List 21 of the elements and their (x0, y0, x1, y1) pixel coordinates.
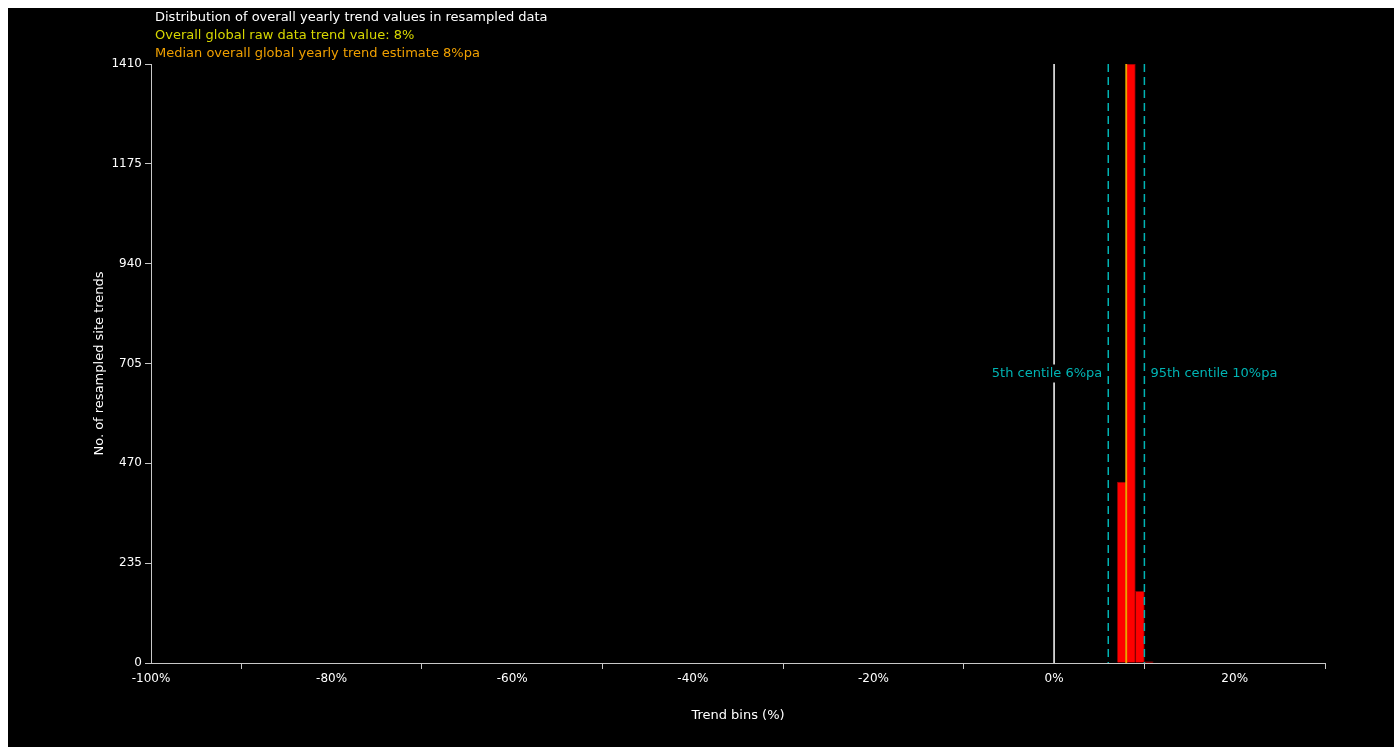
chart-title: Distribution of overall yearly trend values in resampled data (155, 9, 548, 25)
ref-line-label: 5th centile 6%pa (991, 364, 1103, 380)
ref-line-label: Median overall global yearly trend estimate 8%pa (155, 45, 480, 61)
x-axis-title: Trend bins (%) (690, 706, 785, 722)
x-tick-label: -100% (131, 671, 171, 686)
y-axis-title: No. of resampled site trends (91, 271, 107, 456)
ref-line-label: 95th centile 10%pa (1150, 364, 1278, 380)
x-tick-label: -40% (677, 671, 709, 686)
y-tick-label: 940 (119, 255, 142, 270)
x-tick-label: -60% (496, 671, 528, 686)
y-tick-label: 1410 (111, 56, 142, 71)
y-tick-label: 705 (119, 355, 142, 370)
y-tick-label: 470 (119, 455, 142, 470)
x-tick-label: -80% (316, 671, 348, 686)
ref-line-label: Overall global raw data trend value: 8% (155, 27, 415, 43)
x-tick-label: 20% (1221, 671, 1249, 686)
x-tick-label: -20% (857, 671, 889, 686)
x-tick-label: 0% (1044, 671, 1064, 686)
y-tick-label: 235 (119, 555, 142, 570)
y-tick-label: 0 (134, 655, 142, 670)
y-tick-label: 1175 (111, 155, 142, 170)
